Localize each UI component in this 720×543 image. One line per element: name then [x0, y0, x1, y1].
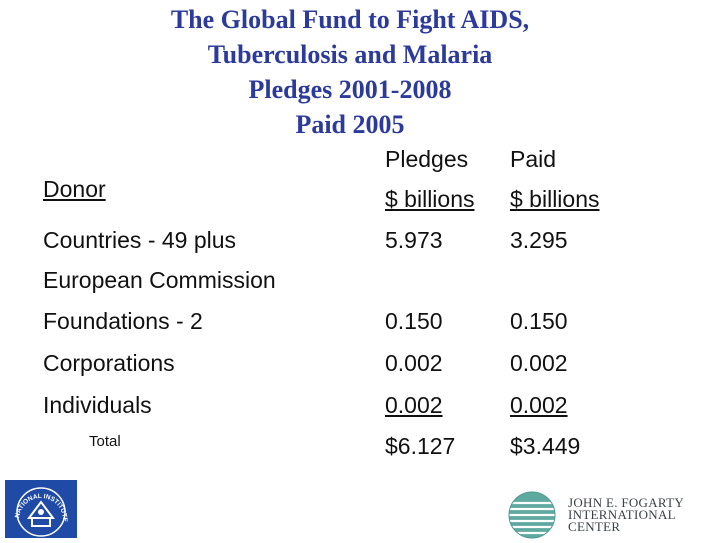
row-paid: 0.150	[510, 308, 568, 334]
slide-title: The Global Fund to Fight AIDS, Tuberculo…	[0, 2, 700, 142]
header-paid-unit: $ billions	[510, 186, 600, 212]
row-pledges: 0.002	[385, 350, 443, 376]
total-pledges: $6.127	[385, 433, 456, 459]
svg-text:NATIONAL INSTITUTES OF HEALTH: NATIONAL INSTITUTES OF HEALTH	[5, 480, 68, 523]
row-pledges: 0.150	[385, 308, 443, 334]
header-paid: Paid	[510, 146, 557, 172]
row-paid: 0.002	[510, 392, 568, 418]
row-paid: 3.295	[510, 227, 568, 253]
total-paid: $3.449	[510, 433, 581, 459]
header-donor: Donor	[43, 176, 106, 202]
fogarty-logo: JOHN E. FOGARTY INTERNATIONAL CENTER	[502, 489, 714, 539]
title-line-3: Pledges 2001-2008	[248, 75, 452, 104]
row-donor: Countries - 49 plus	[43, 227, 237, 253]
header-pledges: Pledges	[385, 146, 469, 172]
row-pledges: 0.002	[385, 392, 443, 418]
row-pledges: 5.973	[385, 227, 443, 253]
fogarty-line-2: INTERNATIONAL	[568, 507, 676, 522]
globe-icon	[507, 491, 557, 539]
row-paid: 0.002	[510, 350, 568, 376]
nih-logo: NATIONAL INSTITUTES OF HEALTH	[2, 475, 77, 538]
fogarty-line-3: CENTER	[568, 519, 621, 534]
title-line-1: The Global Fund to Fight AIDS,	[170, 5, 530, 34]
row-donor: European Commission	[43, 267, 276, 293]
row-donor: Corporations	[43, 350, 175, 376]
header-pledges-unit: $ billions	[385, 186, 475, 212]
title-line-2: Tuberculosis and Malaria	[207, 40, 493, 69]
row-donor: Individuals	[43, 392, 152, 418]
nih-logo-text: NATIONAL INSTITUTES OF HEALTH	[2, 475, 68, 523]
row-donor: Foundations - 2	[43, 308, 203, 334]
fogarty-line-1: JOHN E. FOGARTY	[568, 495, 685, 510]
title-line-4: Paid 2005	[295, 110, 405, 139]
total-label: Total	[89, 433, 121, 450]
